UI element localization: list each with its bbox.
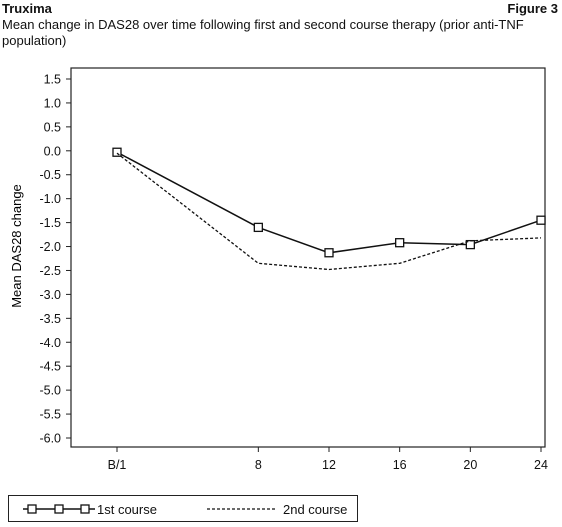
data-point-1st-course xyxy=(395,238,405,248)
y-tick-label: 0.0 xyxy=(44,144,61,158)
x-tick-label: 8 xyxy=(255,458,262,472)
y-tick-label: -6.0 xyxy=(39,432,61,446)
legend-marker xyxy=(27,504,37,514)
x-tick-label: B/1 xyxy=(108,458,127,472)
y-tick-label: -1.5 xyxy=(39,216,61,230)
plot-frame xyxy=(70,67,546,448)
brand-label: Truxima xyxy=(2,1,52,16)
y-tick-label: -5.5 xyxy=(39,408,61,422)
x-tick-label: 24 xyxy=(534,458,548,472)
data-point-1st-course xyxy=(253,222,263,233)
y-tick-label: -0.5 xyxy=(39,168,61,182)
y-axis-label: Mean DAS28 change xyxy=(9,184,24,308)
y-tick-label: 1.0 xyxy=(44,96,61,110)
data-point-1st-course xyxy=(536,215,546,225)
x-tick-label: 20 xyxy=(463,458,477,472)
y-tick-label: -2.0 xyxy=(39,240,61,254)
y-tick-label: -1.0 xyxy=(39,192,61,206)
y-tick-label: -5.0 xyxy=(39,384,61,398)
legend: 1st course 2nd course xyxy=(8,495,358,522)
y-tick-label: -2.5 xyxy=(39,264,61,278)
y-tick-label: -4.0 xyxy=(39,336,61,350)
legend-line-1st-course xyxy=(23,504,95,514)
legend-marker xyxy=(80,504,90,514)
y-tick-label: -4.5 xyxy=(39,360,61,374)
y-tick-label: -3.5 xyxy=(39,312,61,326)
legend-marker xyxy=(54,504,64,514)
figure-number: Figure 3 xyxy=(507,1,558,16)
x-tick-label: 16 xyxy=(393,458,407,472)
legend-label-1st-course: 1st course xyxy=(97,502,157,517)
data-point-1st-course xyxy=(324,248,334,258)
chart-title: Mean change in DAS28 over time following… xyxy=(2,17,524,48)
x-tick-label: 12 xyxy=(322,458,336,472)
y-tick-label: 1.5 xyxy=(44,73,61,87)
series-line-2nd-course xyxy=(116,152,542,271)
y-tick-label: -3.0 xyxy=(39,288,61,302)
y-tick-label: 0.5 xyxy=(44,120,61,134)
data-point-1st-course xyxy=(112,147,122,157)
legend-label-2nd-course: 2nd course xyxy=(283,502,348,517)
